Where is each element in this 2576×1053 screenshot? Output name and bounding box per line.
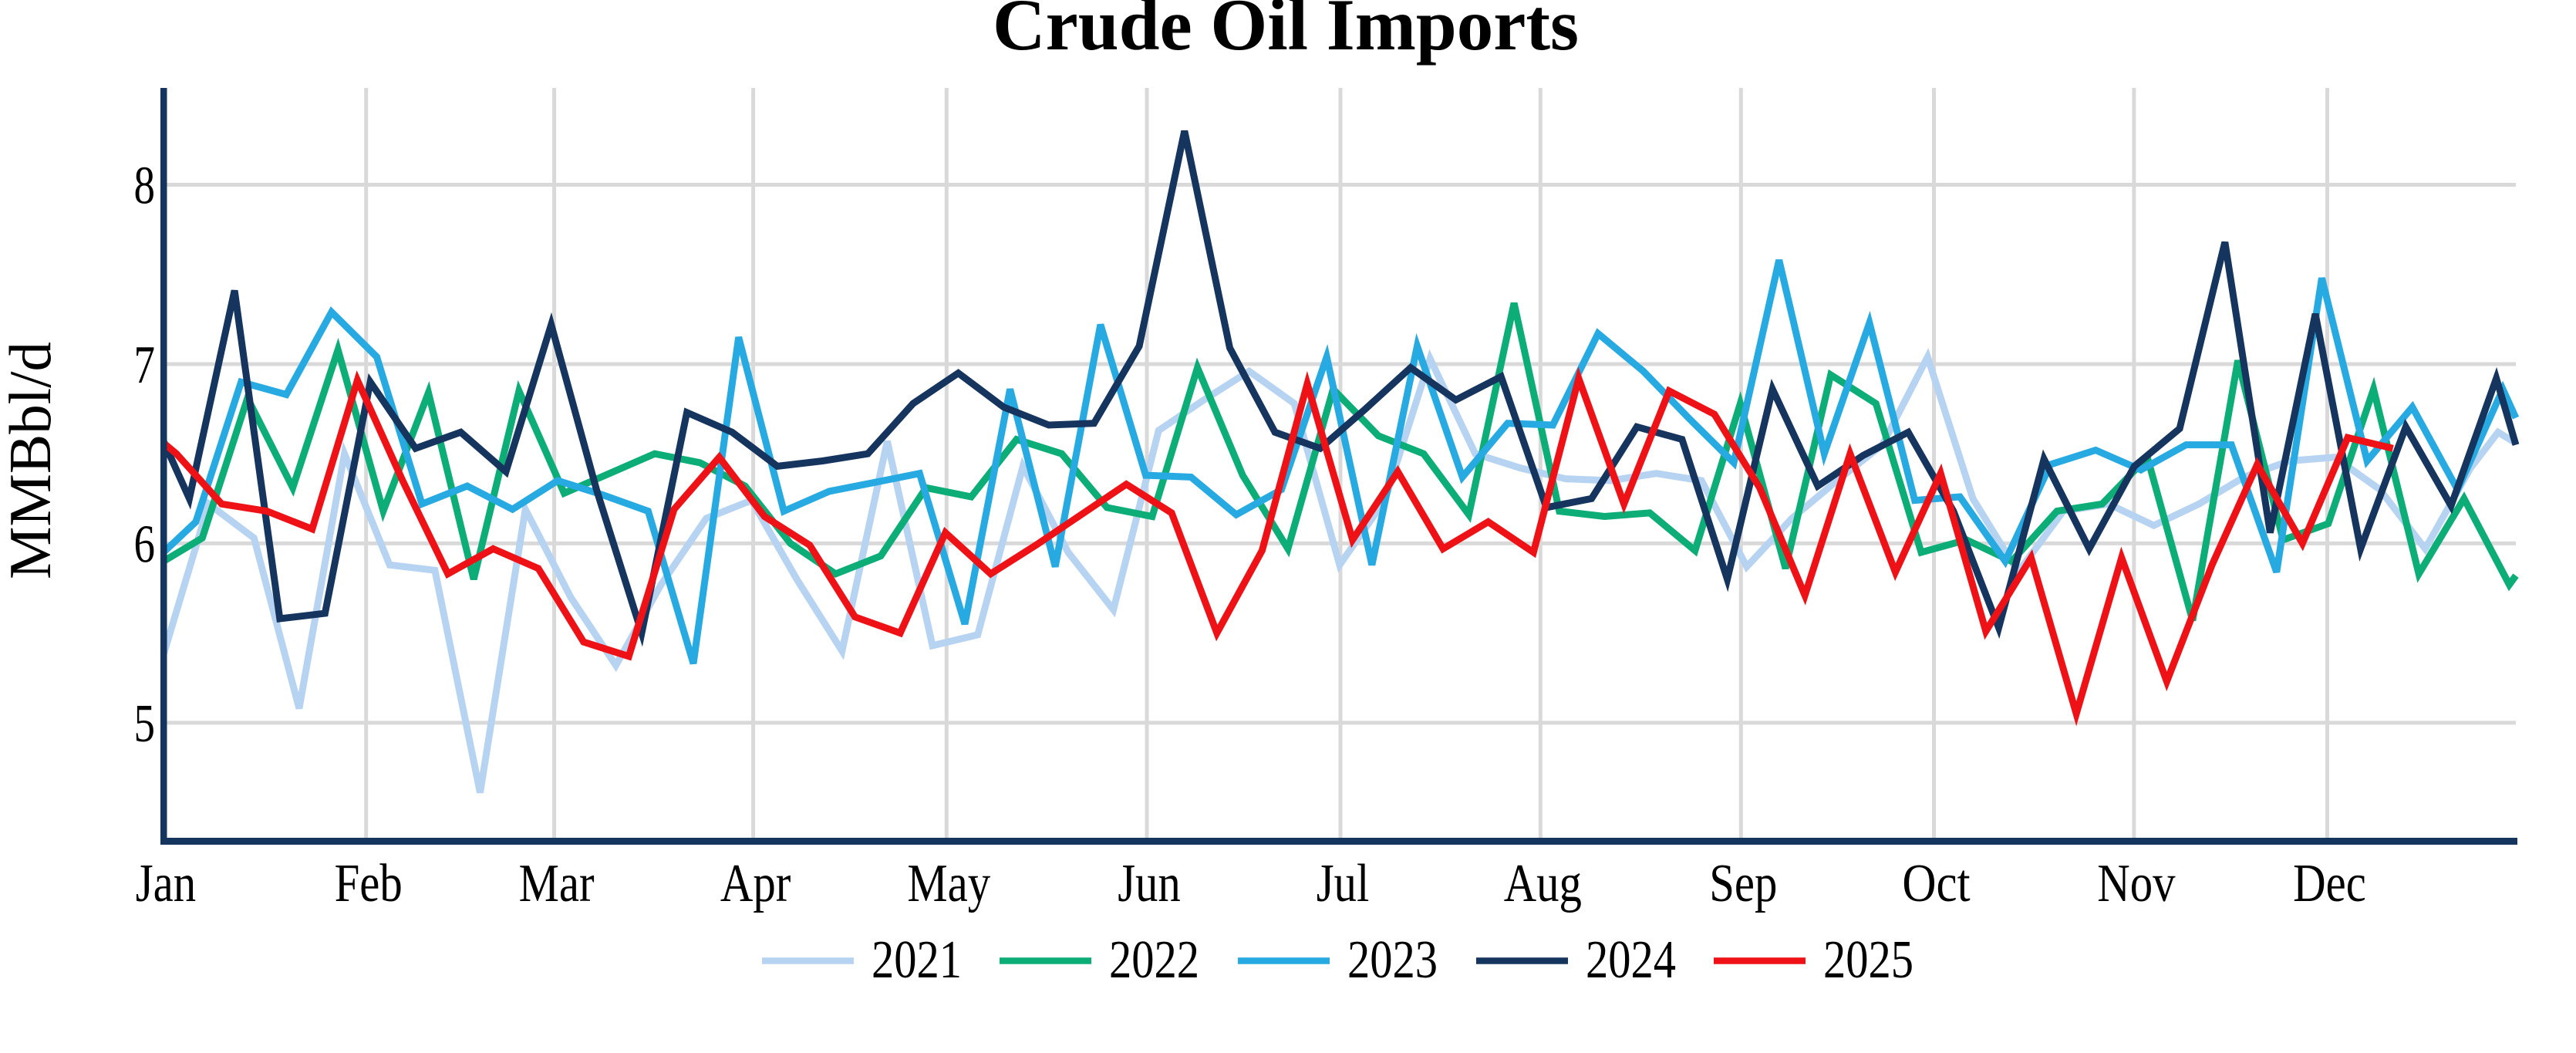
svg-text:May: May xyxy=(907,854,990,913)
svg-text:Jan: Jan xyxy=(136,854,196,913)
svg-text:6: 6 xyxy=(134,515,156,574)
svg-text:Oct: Oct xyxy=(1902,854,1971,913)
svg-text:7: 7 xyxy=(134,336,156,395)
svg-text:Mar: Mar xyxy=(519,854,595,913)
svg-text:2022: 2022 xyxy=(1109,930,1199,990)
svg-text:Jun: Jun xyxy=(1118,854,1181,913)
svg-text:Feb: Feb xyxy=(335,854,403,913)
svg-text:Crude Oil Imports: Crude Oil Imports xyxy=(993,0,1579,66)
svg-text:8: 8 xyxy=(134,157,156,216)
svg-text:Sep: Sep xyxy=(1709,854,1777,913)
svg-text:Apr: Apr xyxy=(720,854,791,913)
svg-text:Aug: Aug xyxy=(1504,854,1582,913)
svg-text:5: 5 xyxy=(134,694,156,754)
svg-text:2025: 2025 xyxy=(1823,930,1913,990)
svg-text:2024: 2024 xyxy=(1586,930,1676,990)
svg-text:2023: 2023 xyxy=(1347,930,1438,990)
svg-text:MMBbl/d: MMBbl/d xyxy=(0,342,63,579)
svg-text:Nov: Nov xyxy=(2097,854,2175,913)
svg-text:Jul: Jul xyxy=(1317,854,1370,913)
svg-text:2021: 2021 xyxy=(872,930,962,990)
svg-text:Dec: Dec xyxy=(2293,854,2366,913)
